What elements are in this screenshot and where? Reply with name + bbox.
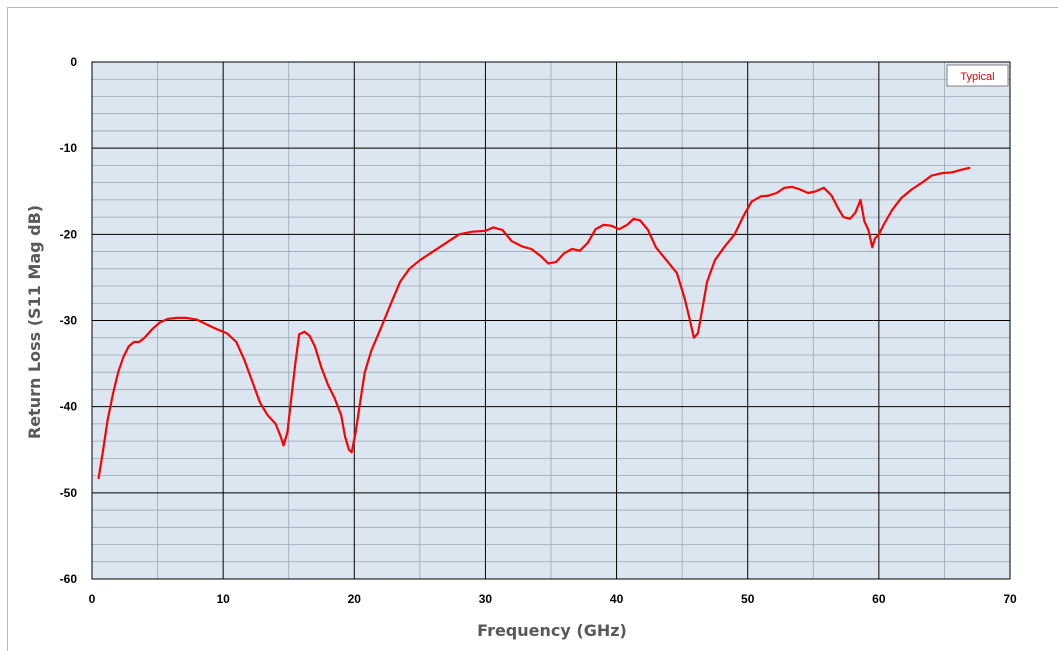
x-axis-title: Frequency (GHz) (477, 621, 627, 640)
x-tick-label: 0 (89, 592, 96, 606)
x-tick-labels: 0 10 20 30 40 50 60 70 (89, 592, 1017, 606)
major-grid (91, 61, 1011, 580)
x-tick-label: 10 (216, 592, 230, 606)
minor-grid (92, 62, 1010, 579)
legend-label: Typical (960, 71, 994, 83)
series-line-0 (97, 166, 971, 480)
legend-box (946, 64, 1009, 87)
x-tick-label: 50 (741, 592, 755, 606)
x-tick-label: 40 (610, 592, 624, 606)
x-tick-label: 30 (479, 592, 493, 606)
y-tick-label: 0 (70, 55, 77, 69)
x-tick-label: 70 (1003, 592, 1017, 606)
y-tick-label: -10 (60, 141, 78, 155)
y-tick-label: -50 (60, 486, 78, 500)
chart-frame (7, 7, 1058, 651)
legend: Typical (946, 64, 1009, 87)
y-tick-label: -20 (60, 227, 78, 241)
y-tick-labels: 0 -10 -20 -30 -40 -50 -60 (60, 55, 78, 586)
y-tick-label: -60 (60, 572, 78, 586)
y-tick-label: -30 (60, 314, 78, 328)
y-axis-title: Return Loss (S11 Mag dB) (25, 205, 44, 439)
x-tick-label: 60 (872, 592, 886, 606)
y-tick-label: -40 (60, 400, 78, 414)
x-tick-label: 20 (348, 592, 362, 606)
plot-border (91, 61, 1011, 580)
